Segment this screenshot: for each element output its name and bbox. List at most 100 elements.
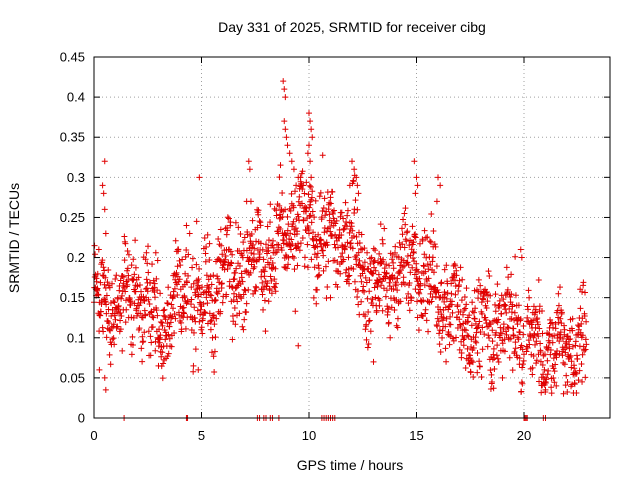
data-point xyxy=(534,321,541,328)
plot-frame xyxy=(93,56,611,419)
data-point xyxy=(344,276,351,283)
data-point xyxy=(149,261,156,268)
data-point xyxy=(231,304,238,311)
data-point xyxy=(472,334,479,341)
data-point xyxy=(351,166,358,173)
data-point xyxy=(582,336,589,343)
data-point xyxy=(272,265,279,272)
y-axis-label: SRMTID / TECUs xyxy=(6,183,22,293)
y-tick-label: 0.35 xyxy=(60,130,85,145)
data-point xyxy=(203,243,210,250)
data-point xyxy=(452,291,459,298)
data-point xyxy=(232,219,239,226)
data-point xyxy=(477,328,484,335)
data-point xyxy=(215,235,222,242)
data-point xyxy=(117,309,124,316)
data-point xyxy=(363,321,370,328)
data-point xyxy=(501,301,508,308)
data-point xyxy=(295,243,302,250)
data-point xyxy=(229,336,236,343)
data-point xyxy=(99,182,106,189)
data-point xyxy=(478,373,485,380)
data-point xyxy=(353,256,360,263)
data-point xyxy=(444,290,451,297)
data-point xyxy=(122,240,129,247)
data-point xyxy=(311,214,318,221)
data-point xyxy=(253,238,260,245)
data-point xyxy=(400,216,407,223)
data-point xyxy=(442,323,449,330)
data-point xyxy=(154,312,161,319)
data-point xyxy=(211,298,218,305)
data-point xyxy=(568,358,575,365)
y-tick-label: 0.2 xyxy=(67,250,85,265)
data-point xyxy=(517,246,524,253)
data-point xyxy=(526,341,533,348)
data-point xyxy=(434,315,441,322)
data-point xyxy=(425,266,432,273)
data-point xyxy=(148,339,155,346)
data-point xyxy=(271,284,278,291)
data-point xyxy=(365,318,372,325)
data-point xyxy=(358,231,365,238)
data-point xyxy=(101,374,108,381)
data-point xyxy=(458,350,465,357)
data-point xyxy=(196,318,203,325)
data-point xyxy=(377,255,384,262)
data-point xyxy=(487,367,494,374)
data-point xyxy=(299,235,306,242)
data-point xyxy=(390,265,397,272)
data-point xyxy=(93,278,100,285)
data-point xyxy=(270,244,277,251)
data-point xyxy=(443,295,450,302)
data-point xyxy=(106,284,113,291)
data-point xyxy=(241,234,248,241)
data-point xyxy=(246,255,253,262)
data-point xyxy=(535,276,542,283)
data-point xyxy=(422,306,429,313)
data-point xyxy=(97,308,104,315)
data-point xyxy=(498,310,505,317)
y-tick-label: 0.45 xyxy=(60,50,85,65)
data-point xyxy=(490,351,497,358)
data-point xyxy=(345,273,352,280)
data-point xyxy=(128,262,135,269)
x-tick-label: 0 xyxy=(90,428,97,443)
data-point xyxy=(357,245,364,252)
data-point xyxy=(550,365,557,372)
data-point xyxy=(213,315,220,322)
data-point xyxy=(470,345,477,352)
data-point xyxy=(183,246,190,253)
data-point xyxy=(437,348,444,355)
data-point xyxy=(474,350,481,357)
data-point xyxy=(489,338,496,345)
data-point xyxy=(307,118,314,125)
data-point xyxy=(530,334,537,341)
data-point xyxy=(92,251,99,258)
data-point xyxy=(557,329,564,336)
data-point xyxy=(575,322,582,329)
data-point xyxy=(535,333,542,340)
data-point xyxy=(250,250,257,257)
data-point xyxy=(462,364,469,371)
data-point xyxy=(441,291,448,298)
data-point xyxy=(192,346,199,353)
data-point xyxy=(506,305,513,312)
data-point xyxy=(244,269,251,276)
data-point xyxy=(376,297,383,304)
data-point xyxy=(264,280,271,287)
data-point xyxy=(366,317,373,324)
data-point xyxy=(335,244,342,251)
data-point xyxy=(197,311,204,318)
data-point xyxy=(166,323,173,330)
data-point xyxy=(217,226,224,233)
data-point xyxy=(399,231,406,238)
data-point xyxy=(355,301,362,308)
data-point xyxy=(132,288,139,295)
data-point xyxy=(129,333,136,340)
data-point xyxy=(509,303,516,310)
data-point xyxy=(158,319,165,326)
data-point xyxy=(189,255,196,262)
data-point xyxy=(199,330,206,337)
data-point xyxy=(149,313,156,320)
